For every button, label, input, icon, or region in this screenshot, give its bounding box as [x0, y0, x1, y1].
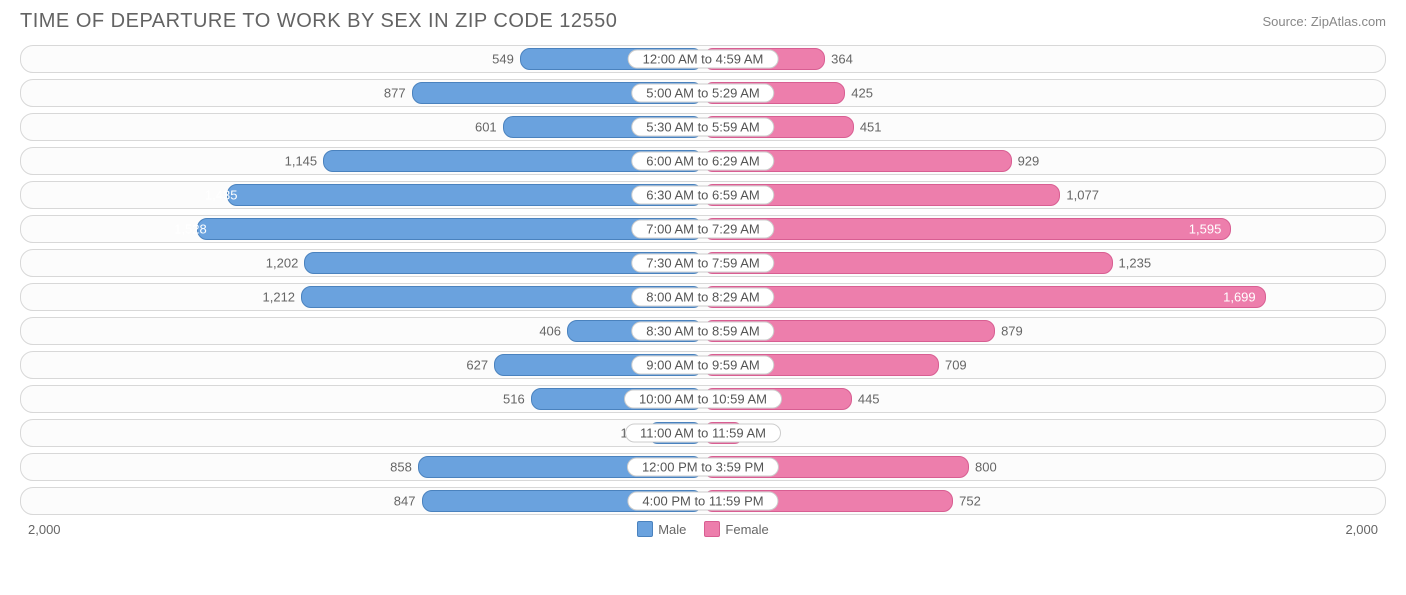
female-value: 879 — [1001, 324, 1023, 339]
chart-row: 1,202 1,235 7:30 AM to 7:59 AM — [20, 249, 1386, 277]
swatch-male — [637, 521, 653, 537]
time-range-label: 5:30 AM to 5:59 AM — [631, 118, 774, 137]
male-value: 601 — [475, 120, 497, 135]
swatch-female — [704, 521, 720, 537]
legend-male-label: Male — [658, 522, 686, 537]
male-value: 1,212 — [263, 290, 296, 305]
female-value: 1,595 — [1189, 222, 1222, 237]
male-bar — [197, 218, 703, 240]
male-value: 516 — [503, 392, 525, 407]
chart-row: 1,145 929 6:00 AM to 6:29 AM — [20, 147, 1386, 175]
legend-male: Male — [637, 521, 686, 537]
legend-female-label: Female — [725, 522, 768, 537]
chart-row: 1,435 1,077 6:30 AM to 6:59 AM — [20, 181, 1386, 209]
chart-row: 516 445 10:00 AM to 10:59 AM — [20, 385, 1386, 413]
time-range-label: 7:30 AM to 7:59 AM — [631, 254, 774, 273]
header: TIME OF DEPARTURE TO WORK BY SEX IN ZIP … — [20, 10, 1386, 33]
female-value: 1,699 — [1223, 290, 1256, 305]
chart-row: 847 752 4:00 PM to 11:59 PM — [20, 487, 1386, 515]
female-value: 364 — [831, 52, 853, 67]
time-range-label: 8:30 AM to 8:59 AM — [631, 322, 774, 341]
female-value: 1,077 — [1066, 188, 1099, 203]
male-value: 877 — [384, 86, 406, 101]
female-value: 1,235 — [1119, 256, 1152, 271]
time-range-label: 12:00 PM to 3:59 PM — [627, 458, 779, 477]
male-value: 847 — [394, 494, 416, 509]
chart-row: 549 364 12:00 AM to 4:59 AM — [20, 45, 1386, 73]
axis-right-label: 2,000 — [1345, 522, 1378, 537]
female-bar — [703, 218, 1231, 240]
chart-area: 549 364 12:00 AM to 4:59 AM 877 425 5:00 AM t… — [20, 45, 1386, 515]
female-value: 929 — [1018, 154, 1040, 169]
chart-row: 877 425 5:00 AM to 5:29 AM — [20, 79, 1386, 107]
female-value: 800 — [975, 460, 997, 475]
time-range-label: 5:00 AM to 5:29 AM — [631, 84, 774, 103]
chart-row: 601 451 5:30 AM to 5:59 AM — [20, 113, 1386, 141]
chart-title: TIME OF DEPARTURE TO WORK BY SEX IN ZIP … — [20, 10, 617, 33]
male-value: 858 — [390, 460, 412, 475]
chart-row: 627 709 9:00 AM to 9:59 AM — [20, 351, 1386, 379]
female-value: 451 — [860, 120, 882, 135]
chart-row: 16011811:00 AM to 11:59 AM — [20, 419, 1386, 447]
female-value: 425 — [851, 86, 873, 101]
chart-row: 1,528 1,595 7:00 AM to 7:29 AM — [20, 215, 1386, 243]
legend: Male Female — [637, 521, 769, 537]
time-range-label: 11:00 AM to 11:59 AM — [625, 424, 781, 443]
chart-row: 1,212 1,699 8:00 AM to 8:29 AM — [20, 283, 1386, 311]
female-value: 752 — [959, 494, 981, 509]
chart-row: 406 879 8:30 AM to 8:59 AM — [20, 317, 1386, 345]
legend-female: Female — [704, 521, 768, 537]
male-value: 1,145 — [285, 154, 318, 169]
chart-row: 858 800 12:00 PM to 3:59 PM — [20, 453, 1386, 481]
male-value: 1,202 — [266, 256, 299, 271]
time-range-label: 6:00 AM to 6:29 AM — [631, 152, 774, 171]
source-label: Source: ZipAtlas.com — [1262, 14, 1386, 29]
axis-left-label: 2,000 — [28, 522, 61, 537]
male-value: 549 — [492, 52, 514, 67]
time-range-label: 9:00 AM to 9:59 AM — [631, 356, 774, 375]
male-value: 627 — [466, 358, 488, 373]
time-range-label: 10:00 AM to 10:59 AM — [624, 390, 782, 409]
time-range-label: 12:00 AM to 4:59 AM — [628, 50, 779, 69]
chart-footer: 2,000 Male Female 2,000 — [20, 521, 1386, 537]
male-value: 406 — [539, 324, 561, 339]
female-value: 445 — [858, 392, 880, 407]
male-value: 1,528 — [174, 222, 207, 237]
time-range-label: 8:00 AM to 8:29 AM — [631, 288, 774, 307]
female-value: 709 — [945, 358, 967, 373]
male-value: 1,435 — [205, 188, 238, 203]
female-bar — [703, 286, 1266, 308]
time-range-label: 6:30 AM to 6:59 AM — [631, 186, 774, 205]
time-range-label: 7:00 AM to 7:29 AM — [631, 220, 774, 239]
time-range-label: 4:00 PM to 11:59 PM — [627, 492, 778, 511]
